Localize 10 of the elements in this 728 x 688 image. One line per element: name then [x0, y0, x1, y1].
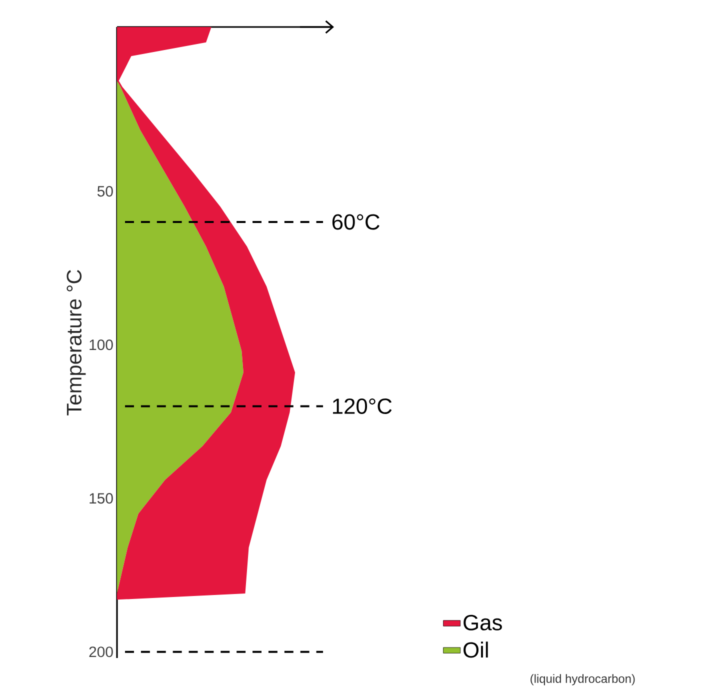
legend-label: Oil: [464, 642, 488, 658]
y-axis-title: Temperature °C: [66, 270, 86, 416]
y-tick-label: 50: [97, 186, 113, 197]
y-tick-label: 100: [90, 340, 113, 350]
y-tick-label: 150: [90, 493, 113, 504]
ref-line-label: 60°C: [332, 214, 380, 230]
y-tick-label: 200: [89, 646, 113, 658]
legend-label: Gas: [464, 614, 502, 630]
text: (liquid hydrocarbon): [530, 674, 635, 686]
ref-line-label: 120°C: [333, 398, 392, 414]
